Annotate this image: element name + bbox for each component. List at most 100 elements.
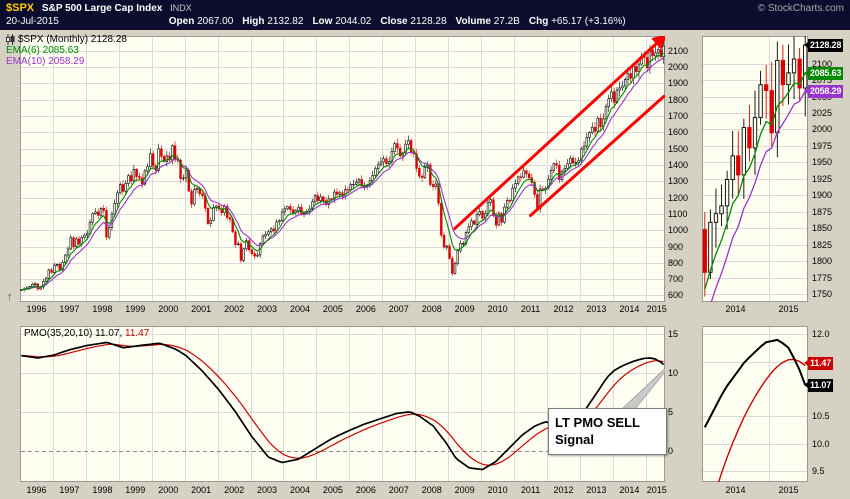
zoom-price-y-tick-label: 1900 <box>812 190 833 201</box>
pmo-x-tick-label: 2001 <box>191 485 212 495</box>
quote-value: 2132.82 <box>264 16 304 27</box>
quote-label: Chg <box>528 16 549 27</box>
pmo-axis-badge: 11.47 <box>803 356 834 370</box>
price-y-tick-label: 1500 <box>668 143 689 154</box>
price-x-tick-label: 2001 <box>191 304 212 314</box>
quote-value: 2128.28 <box>407 16 447 27</box>
price-x-tick-label: 2012 <box>553 304 574 314</box>
price-x-tick-label: 2000 <box>158 304 179 314</box>
pmo-y-tick-label: 10 <box>668 367 679 378</box>
pmo-zoom-y-tick-label: 12.0 <box>812 329 830 340</box>
price-y-tick-label: 1900 <box>668 78 689 89</box>
pmo-chart <box>20 326 665 482</box>
pmo-x-tick-label: 2011 <box>520 485 541 495</box>
pmo-x-tick-label: 2007 <box>388 485 409 495</box>
header-title-row: © StockCharts.com $SPX S&P 500 Large Cap… <box>6 2 844 15</box>
price-y-tick-label: 1100 <box>668 208 688 219</box>
price-x-tick-label: 2005 <box>322 304 343 314</box>
copyright: © StockCharts.com <box>757 3 844 14</box>
zoom-price-x-tick-label: 2014 <box>725 304 746 314</box>
zoom-price-y-tick-label: 1850 <box>812 223 833 234</box>
zoom-price-y-tick-label: 2000 <box>812 124 833 135</box>
zoom-price-x-tick-label: 2015 <box>778 304 799 314</box>
price-x-tick-label: 2008 <box>421 304 442 314</box>
pmo-x-tick-label: 2009 <box>454 485 475 495</box>
quote-value: 2067.00 <box>194 16 234 27</box>
quote-value: +65.17 (+3.16%) <box>548 16 626 27</box>
pmo-x-tick-label: 2005 <box>322 485 343 495</box>
zoom-price-y-tick-label: 1925 <box>812 173 833 184</box>
quote-value: 2044.02 <box>332 16 372 27</box>
quote-date: 20-Jul-2015 <box>6 16 59 27</box>
quote-volume: Volume 27.2B <box>456 16 520 27</box>
price-y-tick-label: 1300 <box>668 176 689 187</box>
quote-label: Low <box>312 16 333 27</box>
quote-open: Open 2067.00 <box>169 16 234 27</box>
symbol: $SPX <box>6 2 35 14</box>
price-legend-symbol: $SPX (Monthly) 2128.28 <box>18 34 127 45</box>
price-x-tick-label: 1999 <box>125 304 146 314</box>
price-y-tick-label: 1600 <box>668 127 689 138</box>
price-x-tick-label: 2004 <box>289 304 310 314</box>
pmo-sell-annotation: LT PMO SELL Signal <box>548 408 667 455</box>
header: © StockCharts.com $SPX S&P 500 Large Cap… <box>0 0 850 30</box>
quote-label: Open <box>168 16 195 27</box>
pmo-x-tick-label: 2014 <box>619 485 640 495</box>
quote-chg: Chg +65.17 (+3.16%) <box>529 16 626 27</box>
pmo-x-tick-label: 2008 <box>421 485 442 495</box>
pmo-legend: PMO(35,20,10) 11.07, 11.47 <box>24 328 149 339</box>
pmo-x-tick-label: 2015 <box>646 485 667 495</box>
pmo-zoom-chart <box>702 326 808 482</box>
price-x-tick-label: 1996 <box>26 304 47 314</box>
price-axis-badge: 2128.28 <box>803 38 844 52</box>
pmo-zoom-y-tick-label: 10.5 <box>812 411 830 422</box>
price-y-tick-label: 2100 <box>668 45 689 56</box>
price-legend-ema10: EMA(10) 2058.29 <box>6 56 85 67</box>
price-x-tick-label: 1998 <box>92 304 113 314</box>
zoom-price-y-tick-label: 1800 <box>812 256 833 267</box>
quote-value: 27.2B <box>490 16 520 27</box>
zoom-price-y-tick-label: 1750 <box>812 289 833 300</box>
pmo-legend-label: PMO(35,20,10) <box>24 328 93 339</box>
price-y-tick-label: 1400 <box>668 159 689 170</box>
pmo-y-tick-label: 0 <box>668 445 674 456</box>
pmo-x-tick-label: 2010 <box>487 485 508 495</box>
zoom-price-y-tick-label: 1775 <box>812 272 833 283</box>
price-legend-ema6: EMA(6) 2085.63 <box>6 45 79 56</box>
pmo-zoom-y-tick-label: 9.5 <box>812 466 825 477</box>
pmo-x-tick-label: 2006 <box>355 485 376 495</box>
quote-close: Close 2128.28 <box>380 16 446 27</box>
axis-origin-arrow-icon: ↑ <box>7 291 13 303</box>
symbol-name: S&P 500 Large Cap Index <box>41 3 163 14</box>
price-x-tick-label: 2003 <box>257 304 278 314</box>
quote-label: Volume <box>455 16 491 27</box>
price-axis-badge: 2085.63 <box>803 66 844 80</box>
price-x-tick-label: 2006 <box>355 304 376 314</box>
price-x-tick-label: 2002 <box>224 304 245 314</box>
pmo-zoom-y-tick-label: 10.0 <box>812 438 830 449</box>
price-legend: $SPX (Monthly) 2128.28 EMA(6) 2085.63 EM… <box>6 34 127 67</box>
price-x-tick-label: 2010 <box>487 304 508 314</box>
quote-high: High 2132.82 <box>242 16 303 27</box>
quote-fields: Open 2067.00 High 2132.82 Low 2044.02 Close… <box>169 16 635 27</box>
price-y-tick-label: 1000 <box>668 225 689 236</box>
header-quote-row: 20-Jul-2015 Open 2067.00 High 2132.82 Low … <box>6 15 844 28</box>
annotation-line1: LT PMO SELL <box>555 415 640 430</box>
quote-label: Close <box>380 16 408 27</box>
candlestick-icon <box>6 34 15 45</box>
price-y-tick-label: 2000 <box>668 62 689 72</box>
pmo-x-tick-label: 2004 <box>289 485 310 495</box>
pmo-x-tick-label: 1996 <box>26 485 47 495</box>
exchange: INDX <box>170 3 192 13</box>
price-x-tick-label: 2014 <box>619 304 640 314</box>
pmo-x-tick-label: 2012 <box>553 485 574 495</box>
pmo-x-tick-label: 2000 <box>158 485 179 495</box>
price-x-tick-label: 2009 <box>454 304 475 314</box>
price-y-tick-label: 600 <box>668 290 684 301</box>
pmo-x-tick-label: 1999 <box>125 485 146 495</box>
price-zoom-chart <box>702 36 808 302</box>
pmo-x-tick-label: 2003 <box>257 485 278 495</box>
price-axis-badge: 2058.29 <box>803 84 844 98</box>
price-x-tick-label: 2013 <box>586 304 607 314</box>
